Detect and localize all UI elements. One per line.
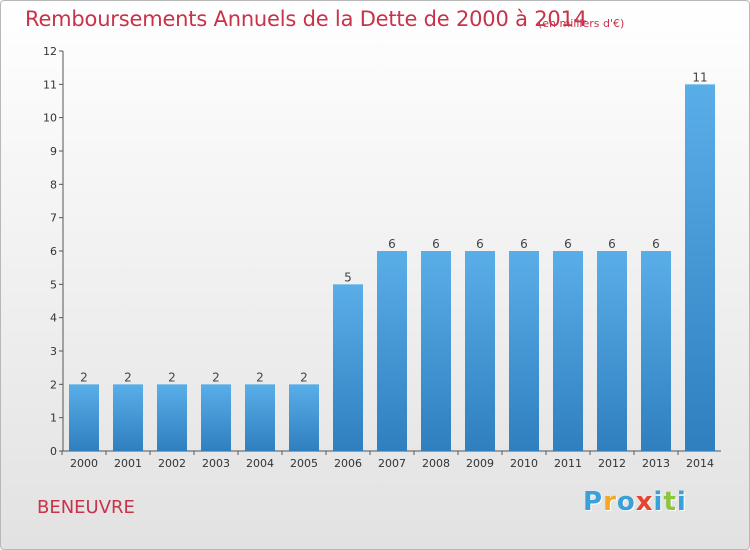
commune-name: BENEUVRE (37, 497, 135, 518)
bar (465, 251, 495, 451)
data-label: 2 (80, 370, 88, 384)
y-tick-label: 2 (50, 378, 57, 391)
brand-letter: i (653, 487, 664, 517)
x-tick-label: 2006 (334, 457, 362, 470)
bar (509, 251, 539, 451)
y-tick-label: 1 (50, 412, 57, 425)
bar (597, 251, 627, 451)
x-tick-label: 2013 (642, 457, 670, 470)
bar (685, 84, 715, 451)
data-label: 6 (608, 237, 616, 251)
chart-title: Remboursements Annuels de la Dette de 20… (25, 7, 587, 31)
x-tick-label: 2004 (246, 457, 274, 470)
x-tick-label: 2001 (114, 457, 142, 470)
brand-letter: r (603, 487, 617, 517)
bar (201, 384, 231, 451)
data-label: 2 (212, 370, 220, 384)
data-label: 6 (476, 237, 484, 251)
y-tick-label: 0 (50, 445, 57, 458)
data-label: 6 (432, 237, 440, 251)
bar (421, 251, 451, 451)
x-tick-label: 2002 (158, 457, 186, 470)
data-label: 6 (520, 237, 528, 251)
brand-letter: o (616, 487, 636, 517)
data-label: 6 (652, 237, 660, 251)
bar (377, 251, 407, 451)
brand-letter: P (583, 487, 604, 517)
y-tick-label: 3 (50, 345, 57, 358)
bar (333, 284, 363, 451)
bar (113, 384, 143, 451)
y-tick-label: 4 (50, 312, 57, 325)
x-tick-label: 2008 (422, 457, 450, 470)
chart-bars (69, 84, 715, 451)
x-tick-label: 2009 (466, 457, 494, 470)
brand-letter: t (663, 487, 677, 517)
chart-subtitle: (en milliers d'€) (538, 17, 625, 30)
y-tick-label: 5 (50, 278, 57, 291)
data-label: 11 (692, 70, 707, 84)
data-label: 2 (256, 370, 264, 384)
chart-labels: 2000 2 2001 2 2002 2 2003 2 2004 2 2005 2 2006 5 2007 6… (70, 70, 714, 470)
y-tick-label: 10 (43, 112, 57, 125)
y-tick-label: 8 (50, 178, 57, 191)
bar (69, 384, 99, 451)
bar (289, 384, 319, 451)
brand-logo: Proxiti (583, 487, 687, 517)
bar (641, 251, 671, 451)
data-label: 2 (124, 370, 132, 384)
x-tick-label: 2012 (598, 457, 626, 470)
y-tick-label: 7 (50, 212, 57, 225)
data-label: 6 (564, 237, 572, 251)
x-tick-label: 2000 (70, 457, 98, 470)
x-tick-label: 2007 (378, 457, 406, 470)
brand-letter: x (635, 487, 654, 517)
y-tick-label: 9 (50, 145, 57, 158)
bar (553, 251, 583, 451)
data-label: 2 (300, 370, 308, 384)
y-tick-label: 6 (50, 245, 57, 258)
data-label: 5 (344, 270, 352, 284)
data-label: 6 (388, 237, 396, 251)
x-tick-label: 2005 (290, 457, 318, 470)
brand-letter: i (676, 487, 687, 517)
data-label: 2 (168, 370, 176, 384)
x-tick-label: 2011 (554, 457, 582, 470)
x-tick-label: 2003 (202, 457, 230, 470)
bar (157, 384, 187, 451)
x-tick-label: 2010 (510, 457, 538, 470)
y-tick-label: 11 (43, 78, 57, 91)
x-tick-label: 2014 (686, 457, 714, 470)
y-tick-label: 12 (43, 45, 57, 58)
bar (245, 384, 275, 451)
